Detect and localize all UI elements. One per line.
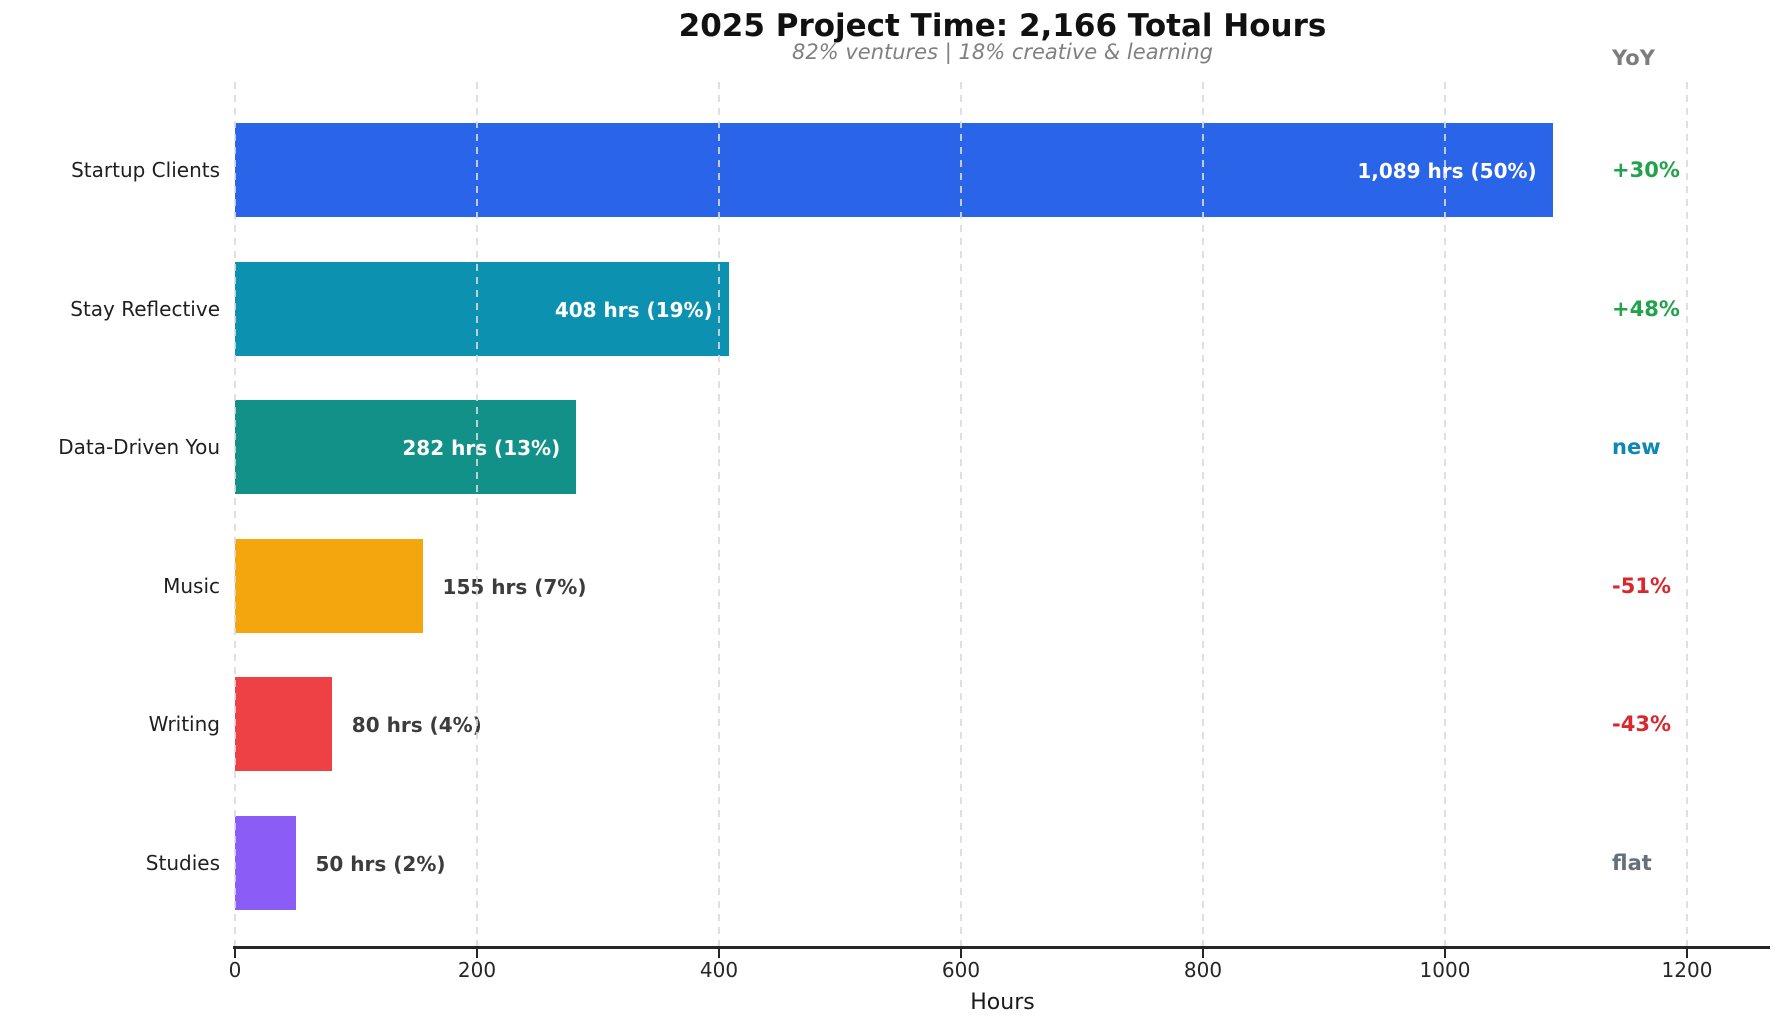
x-tick-label: 800 bbox=[1183, 958, 1223, 982]
bar-3 bbox=[235, 539, 423, 633]
category-label: Music bbox=[163, 574, 220, 598]
x-tick-0 bbox=[234, 949, 236, 958]
x-tick-label: 0 bbox=[228, 958, 242, 982]
gridline-200 bbox=[476, 82, 478, 947]
bar-2 bbox=[235, 400, 577, 494]
x-tick-600 bbox=[960, 949, 962, 958]
bar-5 bbox=[235, 816, 296, 910]
category-label: Writing bbox=[148, 712, 220, 736]
category-label: Startup Clients bbox=[71, 158, 220, 182]
yoy-value: +48% bbox=[1612, 297, 1680, 321]
x-tick-label: 600 bbox=[941, 958, 981, 982]
gridline-0 bbox=[234, 82, 236, 947]
yoy-value: +30% bbox=[1612, 158, 1680, 182]
x-tick-label: 200 bbox=[457, 958, 497, 982]
gridline-600 bbox=[960, 82, 962, 947]
x-tick-400 bbox=[718, 949, 720, 958]
x-tick-1200 bbox=[1686, 949, 1688, 958]
gridline-1000 bbox=[1444, 82, 1446, 947]
bar-value-label: 1,089 hrs (50%) bbox=[1357, 159, 1537, 183]
gridline-400 bbox=[718, 82, 720, 947]
bar-0 bbox=[235, 123, 1553, 217]
bar-value-label: 408 hrs (19%) bbox=[554, 298, 713, 322]
yoy-value: -43% bbox=[1612, 712, 1671, 736]
yoy-column-header: YoY bbox=[1612, 46, 1655, 70]
yoy-value: new bbox=[1612, 435, 1661, 459]
category-label: Studies bbox=[145, 851, 220, 875]
x-tick-1000 bbox=[1444, 949, 1446, 958]
category-label: Stay Reflective bbox=[70, 297, 220, 321]
x-tick-label: 1000 bbox=[1419, 958, 1471, 982]
bar-value-label: 50 hrs (2%) bbox=[315, 852, 446, 876]
gridline-800 bbox=[1202, 82, 1204, 947]
bar-value-label: 155 hrs (7%) bbox=[442, 575, 587, 599]
bar-4 bbox=[235, 677, 332, 771]
x-axis-label: Hours bbox=[970, 990, 1035, 1015]
yoy-value: -51% bbox=[1612, 574, 1671, 598]
chart-subtitle: 82% ventures | 18% creative & learning bbox=[792, 40, 1213, 64]
bar-1 bbox=[235, 262, 729, 356]
chart-title: 2025 Project Time: 2,166 Total Hours bbox=[678, 8, 1327, 44]
x-tick-label: 400 bbox=[699, 958, 739, 982]
x-axis-line bbox=[233, 946, 1770, 949]
bar-value-label: 80 hrs (4%) bbox=[351, 713, 482, 737]
x-tick-800 bbox=[1202, 949, 1204, 958]
gridline-1200 bbox=[1686, 82, 1688, 947]
yoy-value: flat bbox=[1612, 851, 1652, 875]
x-tick-200 bbox=[476, 949, 478, 958]
x-tick-label: 1200 bbox=[1661, 958, 1713, 982]
category-label: Data-Driven You bbox=[58, 435, 220, 459]
bar-value-label: 282 hrs (13%) bbox=[402, 436, 561, 460]
